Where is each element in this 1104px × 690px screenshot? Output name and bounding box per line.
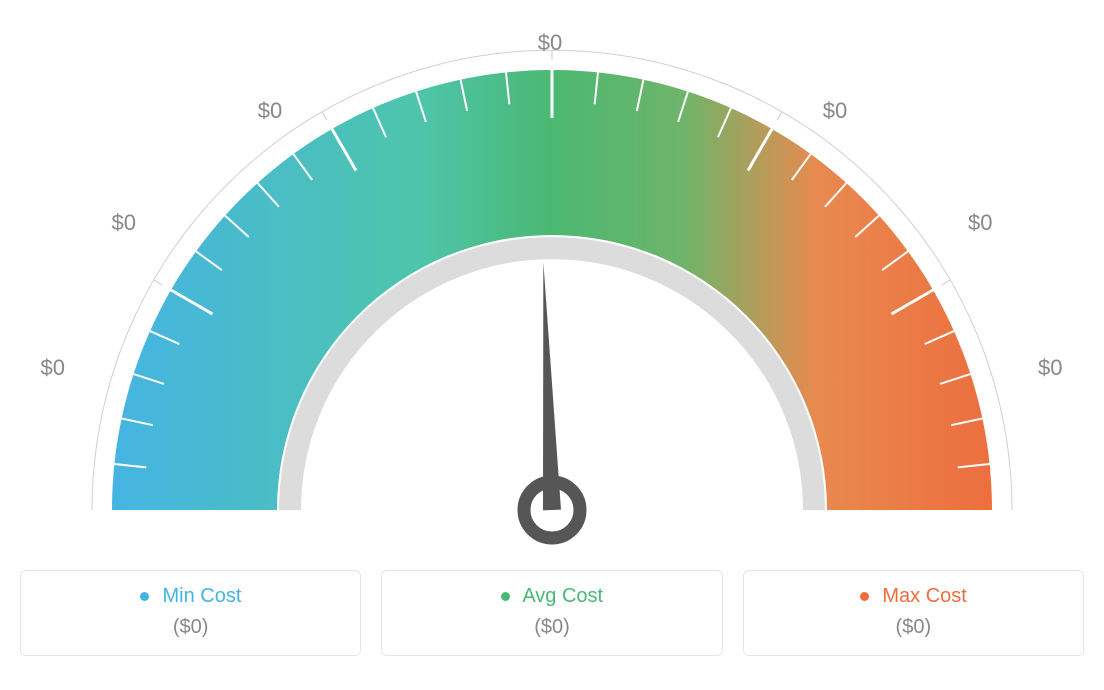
legend-label-avg: Avg Cost xyxy=(392,585,711,608)
svg-text:$0: $0 xyxy=(112,210,136,235)
gauge-cost-widget: $0 $0 $0 $0 $0 $0 $0 Min Cost ($0) Avg Cost ($… xyxy=(20,20,1084,656)
legend-item-min: Min Cost ($0) xyxy=(20,570,361,656)
legend-dot-min xyxy=(140,592,149,601)
legend-value-avg: ($0) xyxy=(392,616,711,639)
legend-item-max: Max Cost ($0) xyxy=(743,570,1084,656)
legend-label-min: Min Cost xyxy=(31,585,350,608)
svg-text:$0: $0 xyxy=(968,210,992,235)
svg-text:$0: $0 xyxy=(41,355,65,380)
legend-item-avg: Avg Cost ($0) xyxy=(381,570,722,656)
legend-dot-avg xyxy=(501,592,510,601)
legend-text-min: Min Cost xyxy=(162,585,241,607)
gauge-chart: $0 $0 $0 $0 $0 $0 $0 xyxy=(20,20,1084,560)
legend-dot-max xyxy=(860,592,869,601)
svg-text:$0: $0 xyxy=(1038,355,1062,380)
svg-text:$0: $0 xyxy=(258,98,282,123)
legend-value-max: ($0) xyxy=(754,616,1073,639)
legend-value-min: ($0) xyxy=(31,616,350,639)
gauge-svg: $0 $0 $0 $0 $0 $0 $0 xyxy=(20,20,1084,560)
legend-row: Min Cost ($0) Avg Cost ($0) Max Cost ($0… xyxy=(20,570,1084,656)
legend-label-max: Max Cost xyxy=(754,585,1073,608)
svg-text:$0: $0 xyxy=(823,98,847,123)
legend-text-avg: Avg Cost xyxy=(522,585,603,607)
svg-text:$0: $0 xyxy=(538,30,562,55)
legend-text-max: Max Cost xyxy=(882,585,966,607)
